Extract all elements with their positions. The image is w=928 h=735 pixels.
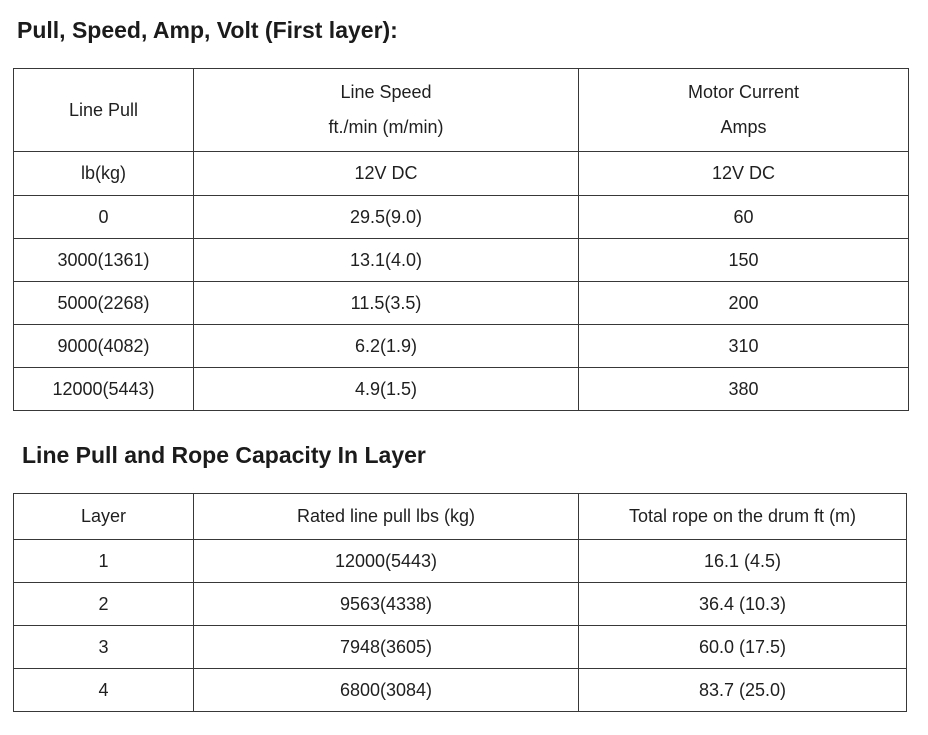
cell-rated-line-pull: 6800(3084)	[193, 668, 579, 712]
header-motor-current: Motor Current Amps	[578, 68, 909, 152]
table-subheader-row: lb(kg) 12V DC 12V DC	[13, 151, 909, 196]
table-row: 3000(1361) 13.1(4.0) 150	[13, 238, 909, 282]
subheader-voltage-cell: 12V DC	[193, 151, 579, 196]
line-pull-rope-capacity-table: Layer Rated line pull lbs (kg) Total rop…	[13, 493, 907, 712]
header-layer: Layer	[13, 493, 194, 540]
header-line: Amps	[720, 117, 767, 137]
cell-rated-line-pull: 12000(5443)	[193, 539, 579, 583]
table-row: 4 6800(3084) 83.7 (25.0)	[13, 668, 907, 712]
header-line: Line Speed	[340, 82, 432, 102]
subheader-units-cell: lb(kg)	[13, 151, 194, 196]
header-line-speed: Line Speed ft./min (m/min)	[193, 68, 579, 152]
header-line-pull: Line Pull	[13, 68, 194, 152]
cell-line-speed: 4.9(1.5)	[193, 367, 579, 411]
cell-line-pull: 9000(4082)	[13, 324, 194, 368]
table-row: 2 9563(4338) 36.4 (10.3)	[13, 582, 907, 626]
cell-line-pull: 3000(1361)	[13, 238, 194, 282]
section2-title: Line Pull and Rope Capacity In Layer	[22, 442, 426, 468]
cell-motor-current: 60	[578, 195, 909, 239]
header-line: Motor Current	[687, 82, 800, 102]
table-row: 9000(4082) 6.2(1.9) 310	[13, 324, 909, 368]
table-row: 12000(5443) 4.9(1.5) 380	[13, 367, 909, 411]
cell-rated-line-pull: 9563(4338)	[193, 582, 579, 626]
table-row: 5000(2268) 11.5(3.5) 200	[13, 281, 909, 325]
cell-line-speed: 11.5(3.5)	[193, 281, 579, 325]
table-row: 3 7948(3605) 60.0 (17.5)	[13, 625, 907, 669]
cell-motor-current: 150	[578, 238, 909, 282]
cell-rated-line-pull: 7948(3605)	[193, 625, 579, 669]
cell-line-pull: 0	[13, 195, 194, 239]
pull-speed-amp-volt-table: Line Pull Line Speed ft./min (m/min) Mot…	[13, 68, 909, 411]
cell-total-rope: 60.0 (17.5)	[578, 625, 907, 669]
cell-layer: 1	[13, 539, 194, 583]
cell-motor-current: 310	[578, 324, 909, 368]
cell-total-rope: 16.1 (4.5)	[578, 539, 907, 583]
cell-line-pull: 12000(5443)	[13, 367, 194, 411]
cell-total-rope: 36.4 (10.3)	[578, 582, 907, 626]
header-line: ft./min (m/min)	[328, 117, 444, 137]
cell-line-pull: 5000(2268)	[13, 281, 194, 325]
cell-layer: 4	[13, 668, 194, 712]
cell-motor-current: 380	[578, 367, 909, 411]
cell-layer: 2	[13, 582, 194, 626]
cell-layer: 3	[13, 625, 194, 669]
subheader-voltage-cell: 12V DC	[578, 151, 909, 196]
header-total-rope: Total rope on the drum ft (m)	[578, 493, 907, 540]
header-rated-line-pull: Rated line pull lbs (kg)	[193, 493, 579, 540]
cell-line-speed: 29.5(9.0)	[193, 195, 579, 239]
cell-total-rope: 83.7 (25.0)	[578, 668, 907, 712]
section1-title: Pull, Speed, Amp, Volt (First layer):	[17, 17, 398, 43]
cell-line-speed: 6.2(1.9)	[193, 324, 579, 368]
table-row: 0 29.5(9.0) 60	[13, 195, 909, 239]
header-line: Line Pull	[68, 99, 139, 120]
table-header-row: Line Pull Line Speed ft./min (m/min) Mot…	[13, 68, 909, 152]
cell-line-speed: 13.1(4.0)	[193, 238, 579, 282]
cell-motor-current: 200	[578, 281, 909, 325]
table-header-row: Layer Rated line pull lbs (kg) Total rop…	[13, 493, 907, 540]
table-row: 1 12000(5443) 16.1 (4.5)	[13, 539, 907, 583]
